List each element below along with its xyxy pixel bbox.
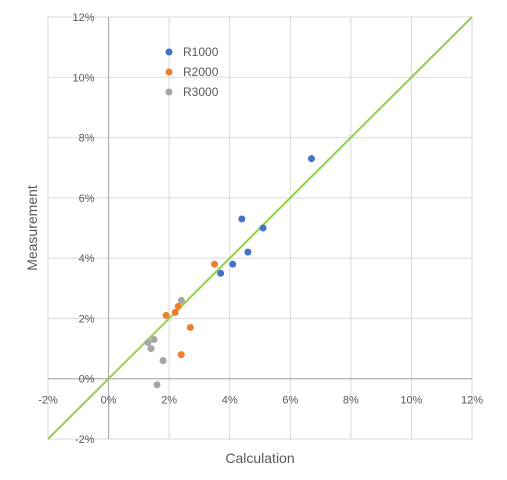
data-point: [229, 260, 237, 268]
series-r2000: [162, 260, 219, 359]
y-tick-label: 10%: [73, 72, 95, 84]
data-points: [144, 155, 315, 389]
data-point: [150, 336, 158, 344]
y-tick-label: -2%: [75, 434, 95, 446]
legend-marker: [165, 68, 173, 76]
legend: R1000 R2000 R3000: [165, 45, 219, 99]
x-tick-label: 6%: [282, 395, 298, 407]
data-point: [186, 323, 194, 331]
axes: [48, 17, 472, 439]
data-point: [159, 357, 167, 365]
series-r3000: [144, 296, 185, 389]
y-axis-title: Measurement: [24, 185, 40, 271]
x-tick-label: 0%: [101, 395, 117, 407]
x-tick-label: 8%: [343, 395, 359, 407]
legend-label: R2000: [183, 65, 219, 79]
gridlines: [47, 16, 473, 440]
y-tick-label: 12%: [73, 12, 95, 24]
x-tick-label: 4%: [222, 395, 238, 407]
y-tick-label: 2%: [79, 313, 95, 325]
data-point: [144, 339, 152, 347]
y-tick-label: 4%: [79, 253, 95, 265]
series-r1000: [217, 155, 315, 277]
data-point: [177, 296, 185, 304]
y-tick-label: 0%: [79, 374, 95, 386]
x-tick-label: 10%: [400, 395, 422, 407]
data-point: [244, 248, 252, 256]
data-point: [211, 260, 219, 268]
y-tick-label: 6%: [79, 193, 95, 205]
data-point: [307, 155, 315, 163]
x-tick-label: 12%: [461, 395, 483, 407]
data-point: [217, 269, 225, 277]
data-point: [238, 215, 246, 223]
x-tick-label: 2%: [161, 395, 177, 407]
data-point: [147, 345, 155, 353]
legend-marker: [165, 48, 173, 56]
y-tick-label: 8%: [79, 133, 95, 145]
data-point: [153, 381, 161, 389]
legend-marker: [165, 88, 173, 96]
data-point: [259, 224, 267, 232]
x-axis-title: Calculation: [225, 450, 294, 466]
y-tick-labels: -2% 0% 2% 4% 6% 8% 10% 12%: [73, 12, 95, 446]
legend-label: R1000: [183, 45, 219, 59]
x-tick-label: -2%: [38, 395, 58, 407]
data-point: [171, 308, 179, 316]
data-point: [174, 302, 182, 310]
data-point: [177, 351, 185, 359]
data-point: [162, 311, 170, 319]
x-tick-labels: -2% 0% 2% 4% 6% 8% 10% 12%: [38, 395, 483, 407]
legend-label: R3000: [183, 85, 219, 99]
